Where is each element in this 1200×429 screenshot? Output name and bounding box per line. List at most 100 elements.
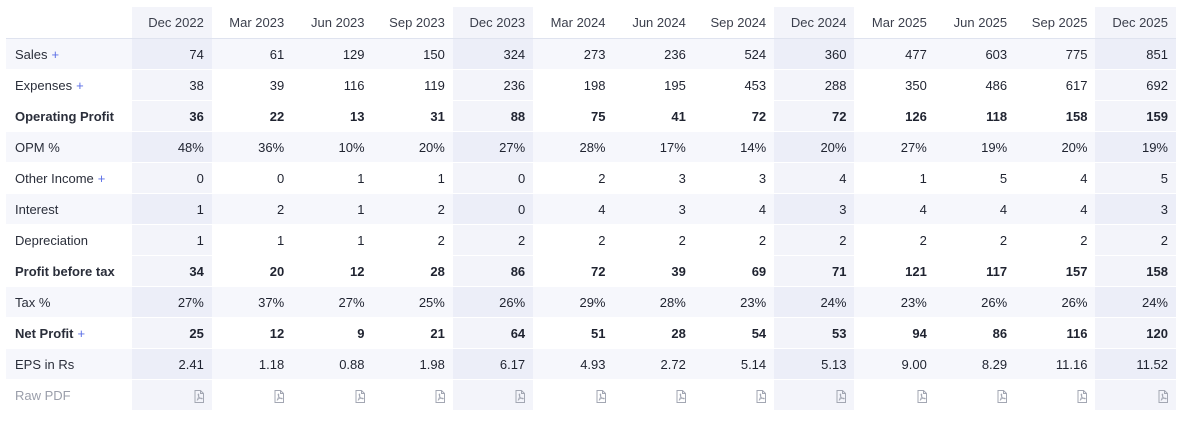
row-label: Interest: [6, 193, 132, 225]
table-cell: 1: [131, 224, 212, 256]
raw-pdf-label: Raw PDF: [6, 379, 132, 411]
table-cell: 64: [452, 317, 534, 349]
column-header: Mar 2025: [854, 7, 935, 39]
pdf-file-icon[interactable]: [595, 389, 607, 403]
table-cell: 159: [1095, 100, 1176, 132]
table-cell: 1: [131, 193, 212, 225]
table-cell: 288: [774, 69, 855, 101]
table-cell: 94: [854, 317, 935, 349]
table-cell: 1: [211, 224, 293, 256]
raw-pdf-cell: [533, 379, 614, 411]
column-header: Dec 2022: [131, 7, 212, 39]
table-cell: 13: [292, 100, 373, 132]
table-cell: 20%: [1015, 131, 1096, 163]
pdf-file-icon[interactable]: [1157, 389, 1169, 403]
table-cell: 0: [452, 162, 534, 194]
raw-pdf-cell: [292, 379, 373, 411]
table-cell: 324: [452, 38, 534, 70]
table-row: Profit before tax 34 20 12 28 86 72 39 69 71 121 11…: [6, 255, 1176, 287]
table-cell: 14%: [693, 131, 775, 163]
pdf-file-icon[interactable]: [514, 389, 526, 403]
pdf-file-icon[interactable]: [193, 389, 205, 403]
table-cell: 54: [693, 317, 775, 349]
table-cell: 9: [292, 317, 373, 349]
pdf-file-icon[interactable]: [835, 389, 847, 403]
table-cell: 24%: [774, 286, 855, 318]
row-label: EPS in Rs: [6, 348, 132, 380]
table-cell: 2: [1015, 224, 1096, 256]
table-cell: 486: [934, 69, 1016, 101]
table-cell: 0: [211, 162, 293, 194]
table-cell: 10%: [292, 131, 373, 163]
raw-pdf-cell: [452, 379, 534, 411]
row-label[interactable]: Expenses +: [6, 69, 132, 101]
table-cell: 12: [211, 317, 293, 349]
quarterly-results-table: Dec 2022 Mar 2023 Jun 2023 Sep 2023 Dec 2023…: [6, 7, 1176, 411]
table-cell: 1: [372, 162, 453, 194]
table-cell: 5: [1095, 162, 1176, 194]
table-cell: 360: [774, 38, 855, 70]
table-cell: 23%: [693, 286, 775, 318]
table-cell: 21: [372, 317, 453, 349]
table-cell: 2: [372, 193, 453, 225]
table-cell: 61: [211, 38, 293, 70]
column-header: Jun 2025: [934, 7, 1016, 39]
table-row: Operating Profit 36 22 13 31 88 75 41 72 72 126 118…: [6, 100, 1176, 132]
table-cell: 28%: [613, 286, 694, 318]
table-cell: 4: [774, 162, 855, 194]
expand-plus-button[interactable]: +: [97, 170, 106, 186]
raw-pdf-cell: [774, 379, 855, 411]
table-cell: 117: [934, 255, 1016, 287]
table-cell: 88: [452, 100, 534, 132]
table-cell: 23%: [854, 286, 935, 318]
table-row: Other Income +0 0 1 1 0 2 3 3 4 1 5 4 5: [6, 162, 1176, 194]
table-cell: 150: [372, 38, 453, 70]
expand-plus-button[interactable]: +: [51, 46, 60, 62]
table-row: Expenses +38 39 116 119 236 198 195 453 288 350 486…: [6, 69, 1176, 101]
header-corner: [6, 7, 132, 39]
table-cell: 603: [934, 38, 1016, 70]
table-cell: 5: [934, 162, 1016, 194]
row-label[interactable]: Other Income +: [6, 162, 132, 194]
row-label[interactable]: Sales +: [6, 38, 132, 70]
row-label-text: EPS in Rs: [15, 356, 75, 372]
table-cell: 126: [854, 100, 935, 132]
table-cell: 2.41: [131, 348, 212, 380]
column-header: Dec 2024: [774, 7, 855, 39]
table-cell: 2: [934, 224, 1016, 256]
table-cell: 2: [774, 224, 855, 256]
table-cell: 273: [533, 38, 614, 70]
column-header: Sep 2023: [372, 7, 453, 39]
pdf-file-icon[interactable]: [354, 389, 366, 403]
table-cell: 4: [1015, 162, 1096, 194]
pdf-file-icon[interactable]: [1076, 389, 1088, 403]
table-cell: 2: [452, 224, 534, 256]
raw-pdf-cell: [934, 379, 1016, 411]
table-cell: 158: [1015, 100, 1096, 132]
pdf-file-icon[interactable]: [755, 389, 767, 403]
pdf-file-icon[interactable]: [996, 389, 1008, 403]
table-cell: 8.29: [934, 348, 1016, 380]
column-header: Jun 2024: [613, 7, 694, 39]
table-cell: 71: [774, 255, 855, 287]
expand-plus-button[interactable]: +: [77, 325, 86, 341]
pdf-file-icon[interactable]: [273, 389, 285, 403]
table-cell: 3: [774, 193, 855, 225]
table-cell: 26%: [1015, 286, 1096, 318]
row-label[interactable]: Net Profit +: [6, 317, 132, 349]
table-cell: 3: [613, 193, 694, 225]
column-header: Dec 2023: [452, 7, 534, 39]
table-cell: 37%: [211, 286, 293, 318]
expand-plus-button[interactable]: +: [76, 77, 84, 93]
table-cell: 157: [1015, 255, 1096, 287]
table-cell: 198: [533, 69, 614, 101]
table-cell: 0: [131, 162, 212, 194]
table-cell: 17%: [613, 131, 694, 163]
raw-pdf-cell: [372, 379, 453, 411]
table-cell: 4.93: [533, 348, 614, 380]
table-cell: 129: [292, 38, 373, 70]
pdf-file-icon[interactable]: [434, 389, 446, 403]
pdf-file-icon[interactable]: [916, 389, 928, 403]
row-label: Depreciation: [6, 224, 132, 256]
pdf-file-icon[interactable]: [675, 389, 687, 403]
